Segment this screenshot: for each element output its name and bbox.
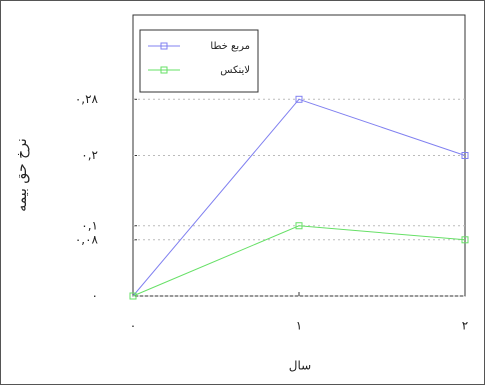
series-line bbox=[132, 98, 466, 297]
x-axis-label: سال bbox=[289, 359, 311, 373]
point bbox=[461, 236, 469, 244]
series-line bbox=[132, 225, 466, 297]
y-tick-label: ۰ bbox=[92, 289, 98, 303]
y-tick-label: ۰,۲۸ bbox=[75, 92, 99, 106]
y-tick-label: ۰,۰۸ bbox=[75, 232, 99, 246]
point bbox=[461, 152, 469, 159]
legend-label: مربع خطا bbox=[210, 41, 250, 52]
legend-marker bbox=[160, 66, 168, 74]
point bbox=[129, 292, 137, 300]
y-tick-label: ۰,۱ bbox=[81, 218, 98, 232]
point bbox=[295, 222, 303, 230]
legend-marker bbox=[160, 42, 168, 50]
x-tick-label: ۰ bbox=[130, 319, 136, 333]
legend-label: لاینکس bbox=[220, 65, 250, 76]
x-tick-label: ۱ bbox=[296, 319, 302, 333]
legend-box bbox=[139, 29, 259, 93]
y-axis-label: نرخ حق بیمه bbox=[14, 138, 30, 212]
x-tick-label: ۲ bbox=[462, 319, 468, 333]
y-tick-label: ۰,۲ bbox=[81, 148, 98, 162]
point bbox=[295, 95, 303, 103]
